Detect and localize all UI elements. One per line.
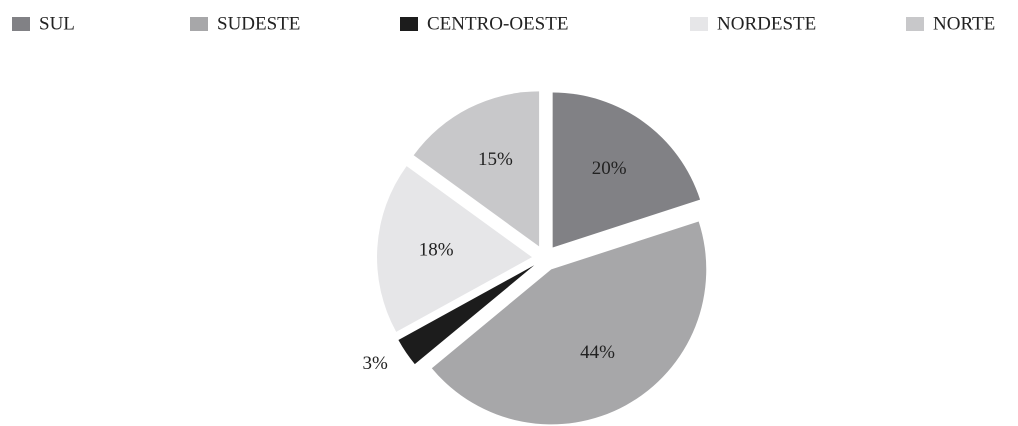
legend-swatch: [12, 17, 30, 31]
legend-swatch: [690, 17, 708, 31]
legend-label: SUDESTE: [217, 13, 300, 34]
pie-slice: [398, 265, 535, 365]
legend-swatch: [906, 17, 924, 31]
pie-slice: [413, 91, 540, 247]
pie-slice: [552, 92, 701, 248]
data-label: 44%: [580, 342, 615, 363]
legend-swatch: [400, 17, 418, 31]
pie-slice: [377, 166, 533, 332]
legend-label: NORTE: [933, 13, 995, 34]
data-label: 18%: [419, 240, 454, 261]
data-label: 15%: [478, 149, 513, 170]
legend-label: CENTRO-OESTE: [427, 13, 568, 34]
pie-slice: [431, 221, 707, 425]
data-label: 3%: [363, 353, 389, 374]
legend-swatch: [190, 17, 208, 31]
data-label: 20%: [592, 158, 627, 179]
legend-label: SUL: [39, 13, 75, 34]
legend-label: NORDESTE: [717, 13, 816, 34]
